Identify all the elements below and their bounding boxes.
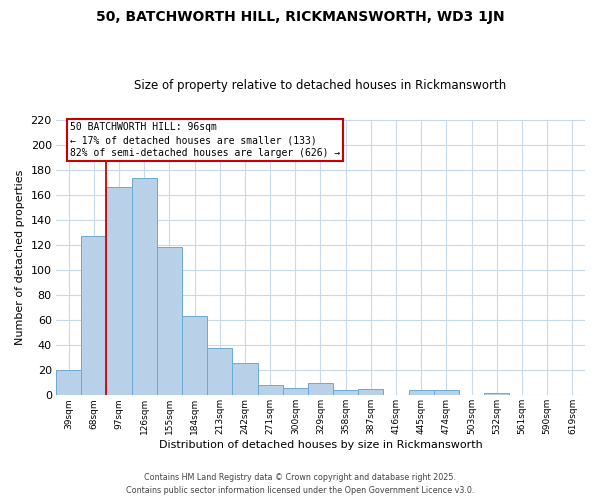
Bar [409, 390, 434, 396]
Bar [207, 348, 232, 396]
Y-axis label: Number of detached properties: Number of detached properties [15, 170, 25, 345]
Bar [106, 187, 131, 396]
Text: Contains HM Land Registry data © Crown copyright and database right 2025.
Contai: Contains HM Land Registry data © Crown c… [126, 474, 474, 495]
Bar [81, 236, 106, 396]
Bar [333, 390, 358, 396]
Bar [484, 393, 509, 396]
Bar [358, 389, 383, 396]
Bar [308, 383, 333, 396]
Bar [182, 316, 207, 396]
X-axis label: Distribution of detached houses by size in Rickmansworth: Distribution of detached houses by size … [158, 440, 482, 450]
Bar [157, 248, 182, 396]
Text: 50 BATCHWORTH HILL: 96sqm
← 17% of detached houses are smaller (133)
82% of semi: 50 BATCHWORTH HILL: 96sqm ← 17% of detac… [70, 122, 340, 158]
Bar [434, 390, 459, 396]
Bar [257, 386, 283, 396]
Bar [56, 370, 81, 396]
Bar [283, 388, 308, 396]
Text: 50, BATCHWORTH HILL, RICKMANSWORTH, WD3 1JN: 50, BATCHWORTH HILL, RICKMANSWORTH, WD3 … [95, 10, 505, 24]
Bar [131, 178, 157, 396]
Bar [232, 362, 257, 396]
Title: Size of property relative to detached houses in Rickmansworth: Size of property relative to detached ho… [134, 79, 506, 92]
